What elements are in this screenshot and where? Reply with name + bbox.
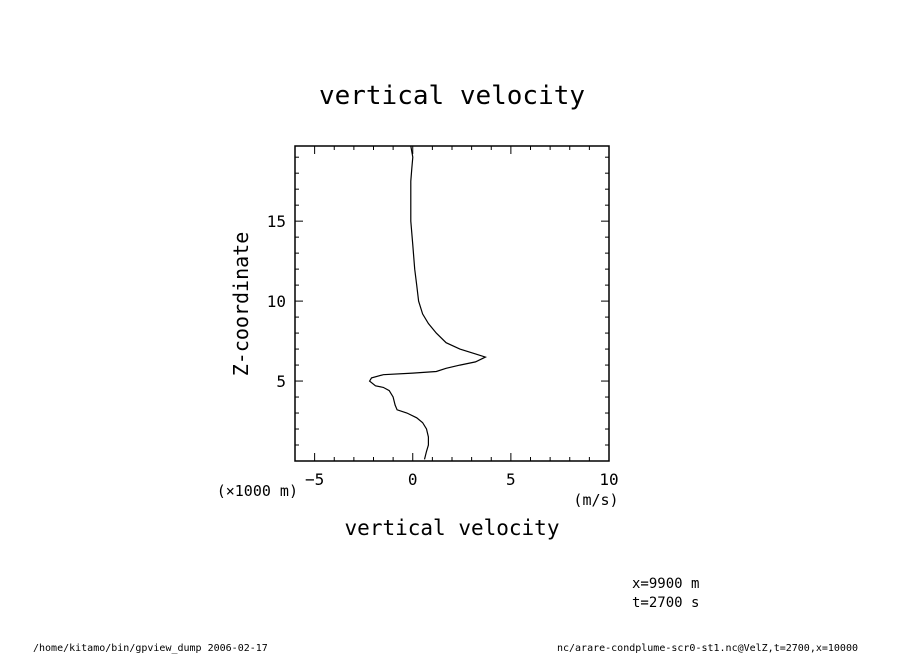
x-tick-label: −5 [305, 470, 324, 489]
footer-left: /home/kitamo/bin/gpview_dump 2006-02-17 [33, 643, 268, 654]
coord-x-annotation: x=9900 m [632, 576, 699, 592]
x-tick-label: 5 [506, 470, 516, 489]
y-tick-labels: 5 10 15 [267, 212, 286, 391]
y-axis-unit: (×1000 m) [217, 482, 298, 500]
x-tick-labels: −5 0 5 10 [305, 470, 619, 489]
y-tick-label: 5 [276, 372, 286, 391]
x-axis-label: vertical velocity [345, 516, 560, 540]
x-axis-unit: (m/s) [573, 491, 618, 509]
x-tick-label: 10 [599, 470, 618, 489]
plot-frame [294, 145, 610, 462]
coord-t-annotation: t=2700 s [632, 595, 699, 611]
series-line [368, 145, 488, 460]
tick-marks [294, 146, 610, 461]
footer-right: nc/arare-condplume-scr0-st1.nc@VelZ,t=27… [557, 643, 858, 654]
y-axis-label: Z-coordinate [229, 232, 253, 377]
chart-title: vertical velocity [319, 81, 585, 111]
y-tick-label: 15 [267, 212, 286, 231]
y-tick-label: 10 [267, 292, 286, 311]
x-tick-label: 0 [408, 470, 418, 489]
